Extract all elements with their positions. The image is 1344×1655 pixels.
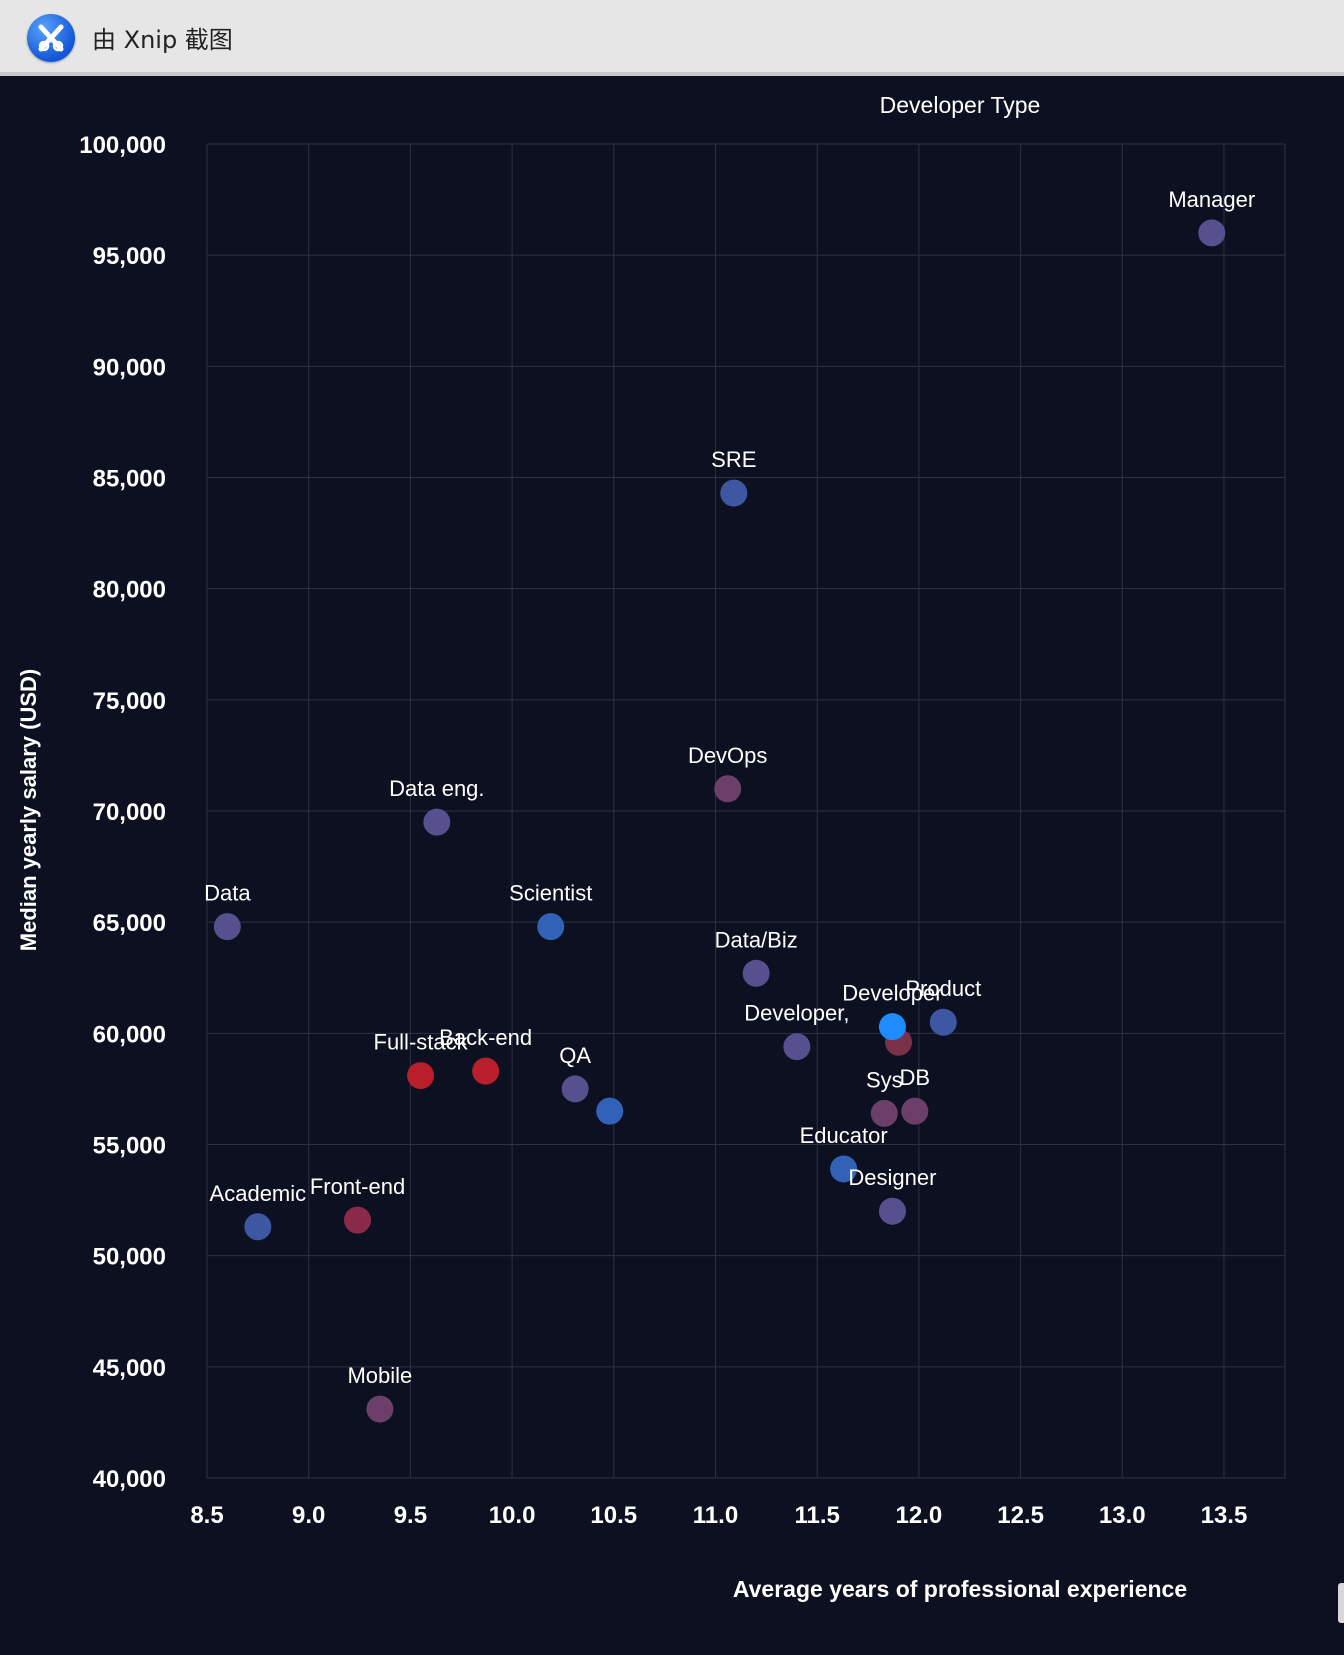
data-point[interactable]	[423, 808, 451, 836]
x-tick-label: 9.0	[292, 1502, 325, 1529]
x-tick-label: 12.5	[997, 1502, 1044, 1529]
point-label: Developer,	[744, 1001, 849, 1026]
data-point[interactable]	[901, 1097, 929, 1125]
data-point[interactable]	[714, 775, 742, 803]
point-labels: Manager SRE DevOps Data eng. Data Scientist Da…	[204, 187, 1255, 1388]
point-label: Front-end	[310, 1174, 405, 1199]
point-label: Academic	[210, 1181, 307, 1206]
y-tick-label: 50,000	[93, 1244, 166, 1271]
point-label: Sys	[866, 1067, 903, 1092]
data-point[interactable]	[596, 1097, 624, 1125]
point-label: Developer	[842, 981, 942, 1006]
y-tick-label: 100,000	[79, 132, 166, 159]
data-point[interactable]	[830, 1155, 858, 1183]
legend-title: Developer Type	[880, 92, 1041, 118]
point-label: SRE	[711, 447, 756, 472]
data-point[interactable]	[1198, 219, 1226, 247]
data-point[interactable]	[537, 913, 565, 941]
point-label: DevOps	[688, 743, 767, 768]
point-label: Scientist	[509, 881, 592, 906]
data-point[interactable]	[783, 1033, 811, 1061]
x-axis-label: Average years of professional experience	[733, 1576, 1187, 1602]
grid	[206, 143, 1286, 1479]
data-point[interactable]	[878, 1197, 906, 1225]
x-tick-label: 11.5	[794, 1502, 839, 1529]
y-tick-label: 60,000	[93, 1021, 166, 1048]
x-tick-label: 10.5	[590, 1502, 637, 1529]
y-tick-label: 40,000	[93, 1466, 166, 1493]
window-titlebar: 由 Xnip 截图	[0, 0, 1344, 76]
y-tick-label: 55,000	[93, 1133, 166, 1160]
data-point[interactable]	[213, 913, 241, 941]
point-label: Educator	[800, 1123, 888, 1148]
y-tick-label: 45,000	[93, 1355, 166, 1382]
y-tick-label: 75,000	[93, 688, 166, 715]
y-axis-ticks: 40,000 45,000 50,000 55,000 60,000 65,000 70,0…	[79, 132, 166, 1493]
data-point[interactable]	[472, 1057, 500, 1085]
x-tick-label: 13.0	[1099, 1502, 1146, 1529]
xnip-icon	[27, 14, 75, 62]
data-point[interactable]	[878, 1013, 906, 1041]
x-tick-label: 13.5	[1201, 1502, 1248, 1529]
y-tick-label: 85,000	[93, 466, 166, 493]
data-point[interactable]	[561, 1075, 589, 1103]
data-point[interactable]	[407, 1062, 435, 1090]
scatter-chart: 40,000 45,000 50,000 55,000 60,000 65,000 70,0…	[16, 92, 1286, 1602]
x-axis-ticks: 8.5 9.0 9.5 10.0 10.5 11.0 11.5 12.0 12.5 13.0 13.…	[190, 1502, 1247, 1529]
data-point[interactable]	[742, 959, 770, 987]
point-label: Data/Biz	[715, 927, 798, 952]
data-point[interactable]	[366, 1395, 394, 1423]
y-tick-label: 65,000	[93, 910, 166, 937]
y-tick-label: 80,000	[93, 577, 166, 604]
x-tick-label: 10.0	[489, 1502, 536, 1529]
x-tick-label: 9.5	[394, 1502, 427, 1529]
point-label: Full-stack	[374, 1030, 469, 1055]
data-point[interactable]	[929, 1008, 957, 1036]
data-point[interactable]	[870, 1099, 898, 1127]
point-label: QA	[559, 1043, 591, 1068]
y-tick-label: 90,000	[93, 354, 166, 381]
point-label: Product	[905, 976, 981, 1001]
chart-area: 40,000 45,000 50,000 55,000 60,000 65,000 70,0…	[0, 80, 1344, 1650]
y-tick-label: 70,000	[93, 799, 166, 826]
point-label: DB	[900, 1065, 931, 1090]
point-label: Designer	[848, 1165, 936, 1190]
window-resize-handle[interactable]	[1338, 1583, 1344, 1623]
x-tick-label: 8.5	[190, 1502, 223, 1529]
x-tick-label: 12.0	[896, 1502, 943, 1529]
y-axis-label: Median yearly salary (USD)	[16, 669, 41, 951]
y-tick-label: 95,000	[93, 243, 166, 270]
data-points	[213, 219, 1226, 1423]
point-label: Back-end	[439, 1025, 532, 1050]
data-point[interactable]	[720, 479, 748, 507]
point-label: Data	[204, 881, 251, 906]
window-title: 由 Xnip 截图	[92, 26, 233, 54]
x-tick-label: 11.0	[693, 1502, 738, 1529]
point-label: Mobile	[347, 1363, 412, 1388]
point-label: Manager	[1168, 187, 1255, 212]
data-point[interactable]	[344, 1206, 372, 1234]
point-label: Data eng.	[389, 776, 484, 801]
data-point[interactable]	[244, 1213, 272, 1241]
